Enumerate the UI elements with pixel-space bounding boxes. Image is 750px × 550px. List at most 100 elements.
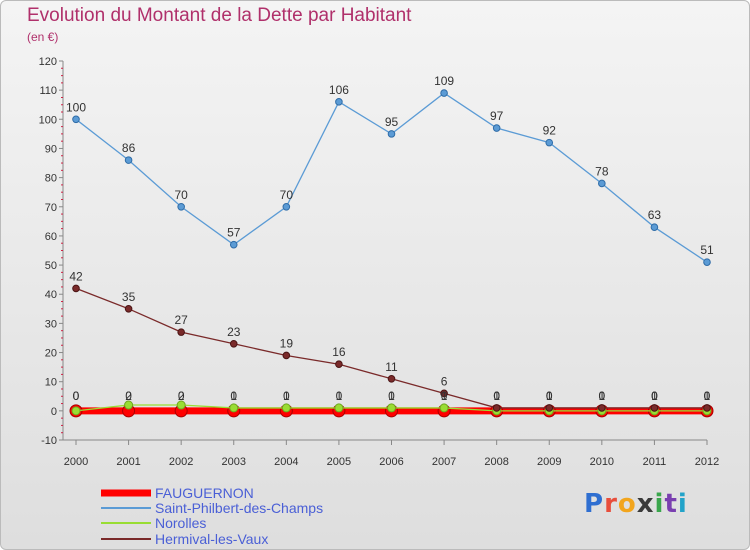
data-label: 95 [385, 115, 399, 129]
logo-letter: o [617, 489, 637, 519]
x-tick-label: 2005 [327, 456, 351, 468]
y-tick-label: 0 [51, 406, 57, 418]
data-point [124, 400, 134, 410]
x-tick-label: 2006 [379, 456, 403, 468]
data-label: 0 [125, 389, 132, 403]
logo-letter: t [664, 489, 678, 519]
data-point [703, 258, 711, 266]
data-label: 100 [66, 100, 86, 114]
data-label: 51 [700, 243, 714, 257]
data-point [492, 124, 501, 132]
data-label: 0 [598, 389, 605, 403]
data-point [177, 328, 185, 336]
x-tick-label: 2001 [116, 456, 140, 468]
legend-label: Hermival-les-Vaux [155, 531, 268, 547]
legend-label: FAUGUERNON [155, 485, 254, 501]
data-label: 1 [336, 389, 343, 403]
legend-label: Norolles [155, 515, 206, 531]
data-label: 0 [178, 389, 185, 403]
data-label: 1 [704, 389, 711, 403]
data-label: 0 [336, 389, 343, 403]
data-label: 0 [651, 389, 658, 403]
data-label: 0 [388, 389, 395, 403]
data-label: 1 [283, 389, 290, 403]
data-label: 1 [598, 389, 605, 403]
data-point [124, 305, 133, 313]
data-label: 11 [385, 360, 398, 374]
data-point [703, 404, 711, 412]
logo-letter: i [654, 489, 665, 519]
x-tick-label: 2011 [643, 456, 667, 468]
data-point [440, 389, 448, 398]
proxiti-logo: Proxiti [584, 489, 688, 519]
data-label: 1 [441, 389, 448, 403]
y-tick-label: 90 [45, 143, 57, 155]
y-tick-label: 70 [45, 202, 57, 214]
data-point [282, 202, 291, 211]
data-label: 35 [122, 290, 136, 304]
data-label: 97 [490, 109, 504, 123]
data-point [72, 115, 80, 124]
data-label: 57 [227, 226, 241, 240]
data-label: 0 [73, 389, 80, 403]
data-label: 27 [174, 313, 188, 327]
data-label: 92 [543, 124, 557, 138]
data-label: 0 [441, 389, 448, 403]
x-tick-label: 2010 [590, 456, 614, 468]
data-label: 0 [283, 389, 290, 403]
data-point [387, 130, 396, 138]
x-tick-label: 2003 [222, 456, 246, 468]
x-tick-label: 2009 [537, 456, 561, 468]
data-label: 63 [648, 208, 662, 222]
data-label: 78 [595, 164, 609, 178]
data-label: 6 [441, 374, 448, 388]
x-tick-label: 2004 [274, 456, 298, 468]
data-label: 1 [388, 389, 395, 403]
data-label: 2 [125, 389, 132, 403]
data-label: 109 [434, 74, 454, 88]
data-point [598, 179, 606, 188]
y-tick-label: 120 [39, 56, 57, 68]
data-label: 1 [230, 389, 237, 403]
x-tick-label: 2002 [169, 456, 193, 468]
data-label: 0 [651, 389, 658, 403]
data-label: 0 [493, 389, 500, 403]
data-point [439, 403, 449, 413]
data-label: 0 [546, 389, 553, 403]
data-label: 106 [329, 83, 349, 97]
data-point [335, 360, 343, 369]
data-point [545, 404, 554, 412]
x-tick-label: 2012 [695, 456, 719, 468]
y-tick-label: 110 [39, 85, 57, 97]
chart-title: Evolution du Montant de la Dette par Hab… [27, 5, 412, 26]
data-label: 1 [493, 389, 500, 403]
logo-letter: i [677, 489, 688, 519]
data-label: 2 [178, 389, 185, 403]
y-tick-label: 40 [45, 289, 57, 301]
data-label: 70 [280, 188, 294, 202]
data-label: 0 [704, 389, 711, 403]
data-label: 0 [73, 389, 80, 403]
x-tick-label: 2000 [64, 456, 88, 468]
y-tick-label: -10 [41, 435, 57, 447]
data-point [334, 403, 344, 413]
data-label: 1 [546, 389, 553, 403]
data-point [229, 403, 239, 413]
legend-label: Saint-Philbert-des-Champs [155, 500, 323, 516]
data-point [177, 202, 185, 211]
y-tick-label: 10 [45, 377, 57, 389]
y-tick-label: 50 [45, 260, 57, 272]
data-label: 0 [704, 389, 711, 403]
data-point [492, 404, 501, 412]
data-label: 42 [69, 269, 83, 283]
y-tick-label: 30 [45, 318, 57, 330]
data-label: 0 [546, 389, 553, 403]
data-point [387, 403, 396, 413]
data-point [335, 98, 343, 106]
data-point [229, 240, 238, 249]
data-point [72, 284, 80, 293]
data-point [229, 339, 238, 348]
y-tick-label: 20 [45, 348, 57, 360]
